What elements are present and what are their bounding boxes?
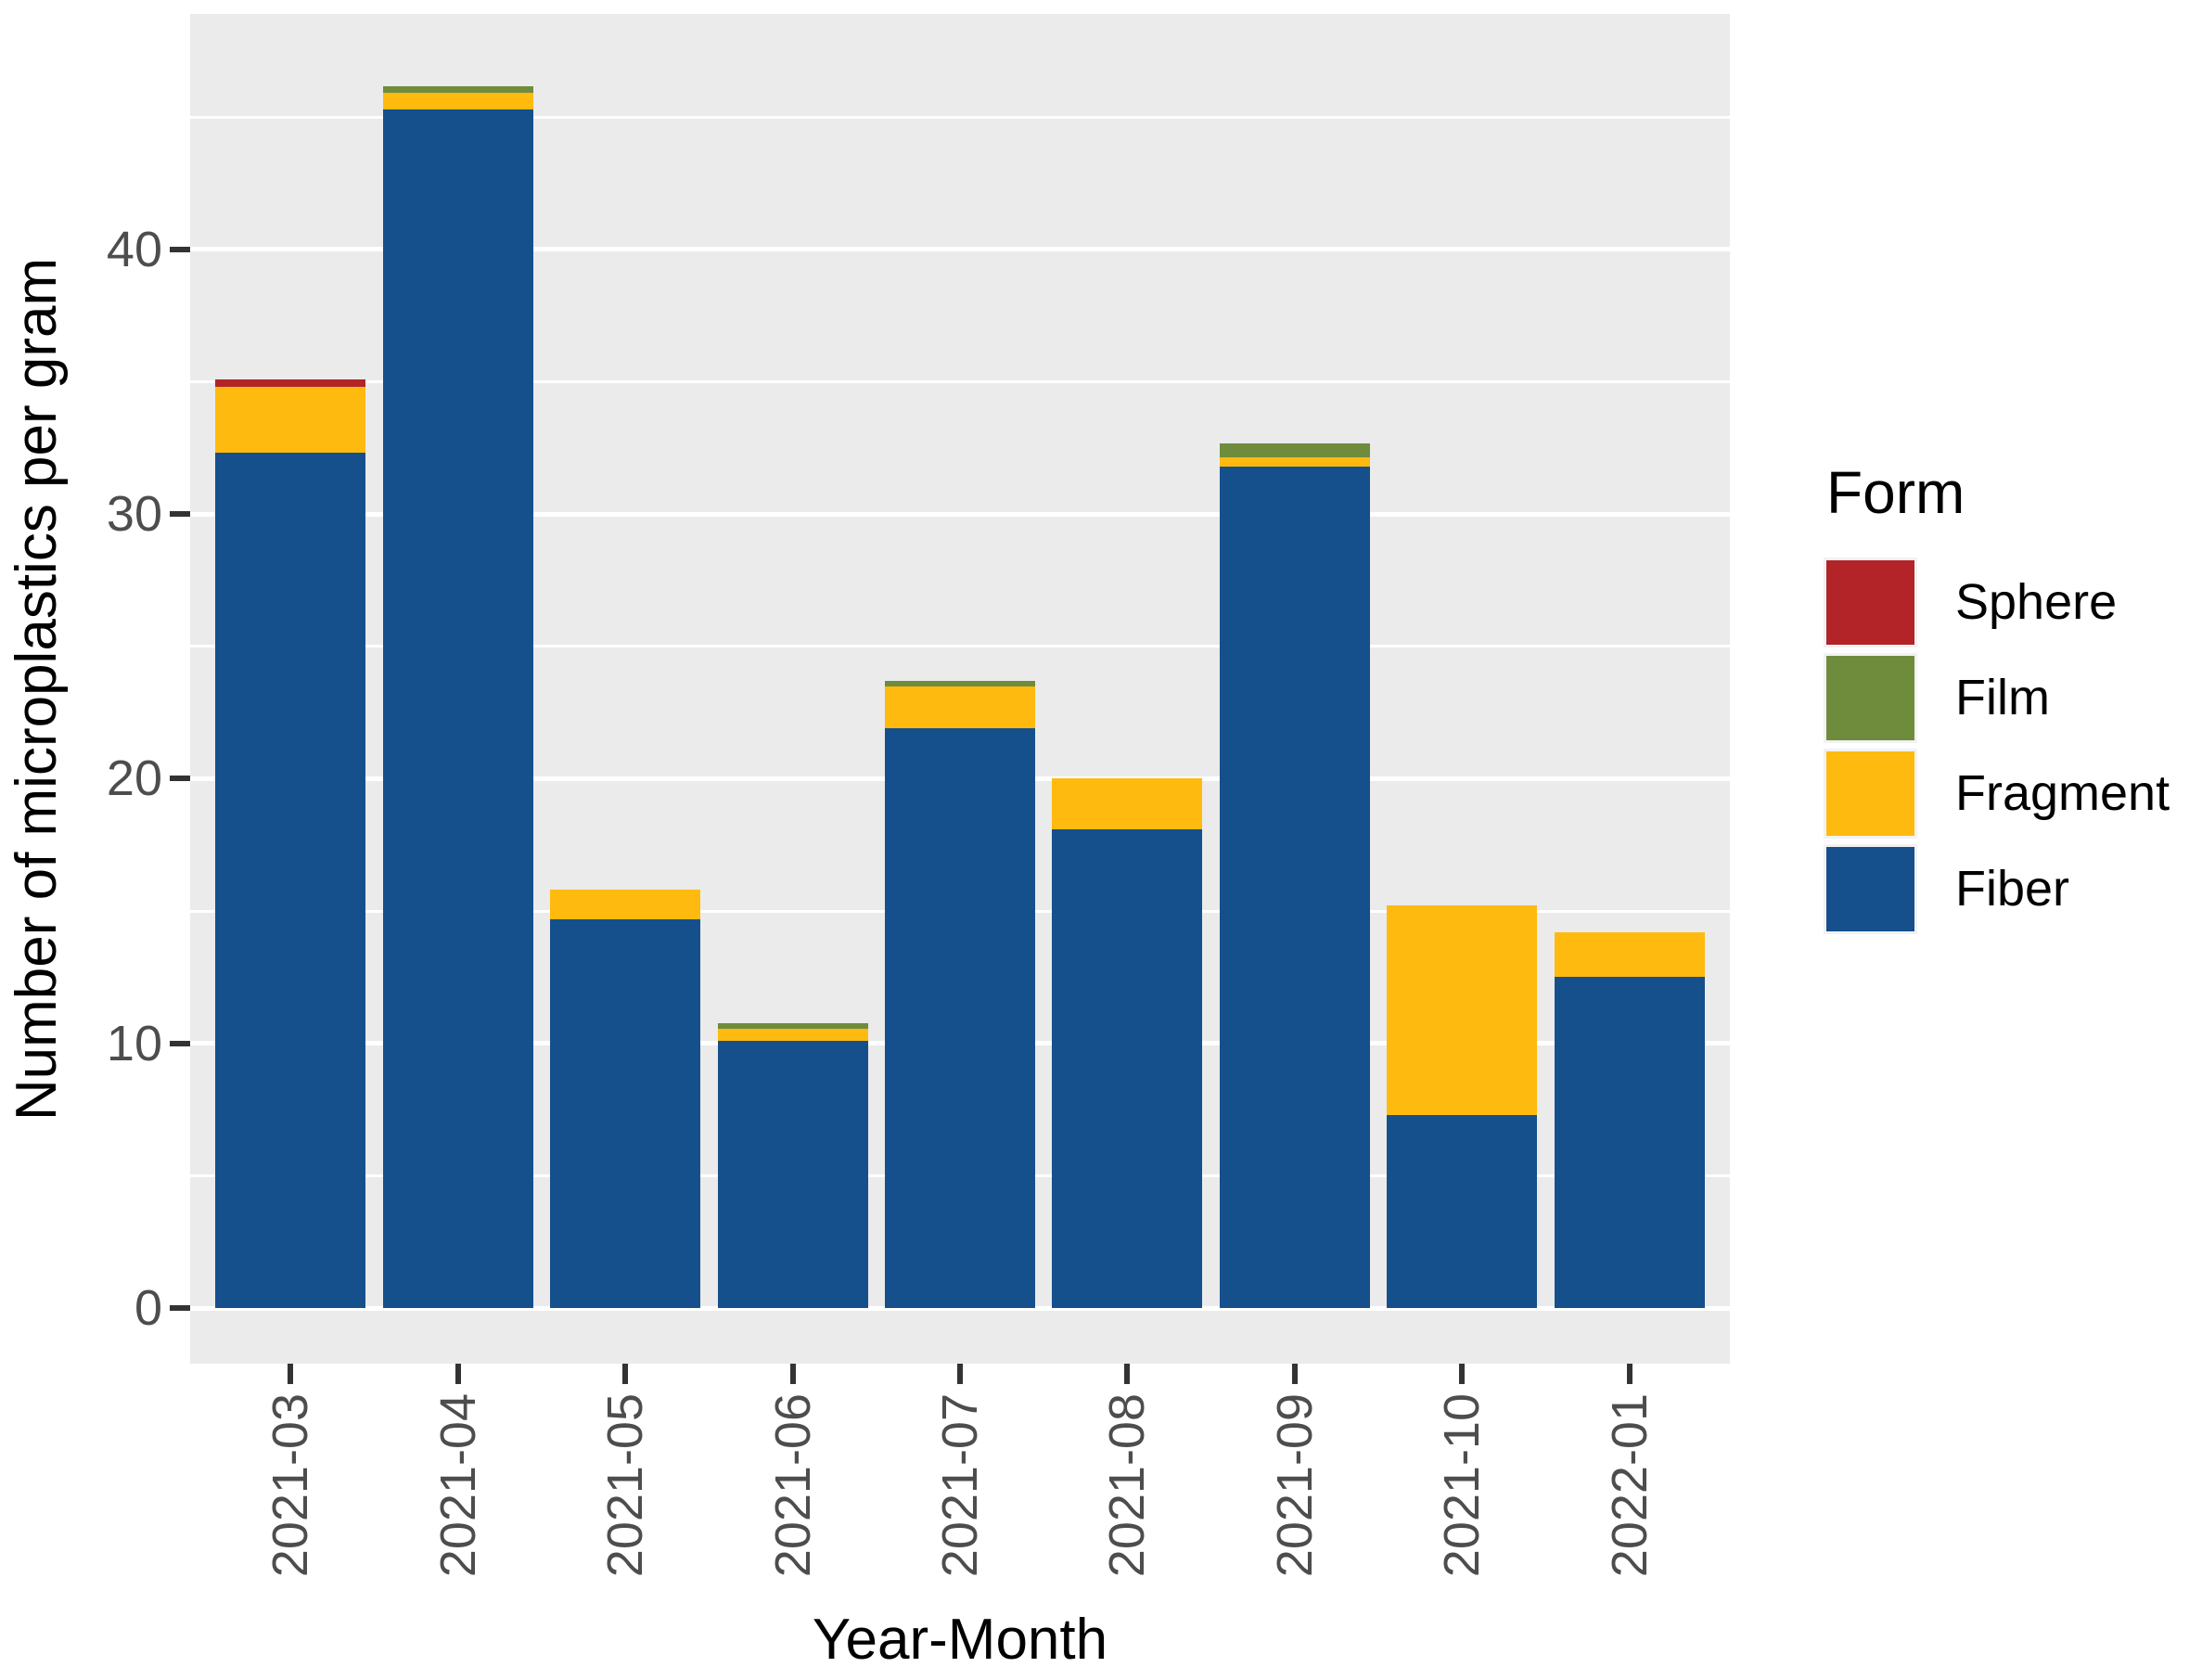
bar-segment-fragment-2021-04 bbox=[383, 93, 533, 109]
bar-segment-fiber-2021-04 bbox=[383, 109, 533, 1308]
y-tick-label: 10 bbox=[106, 1015, 162, 1071]
x-tick-mark bbox=[1459, 1364, 1466, 1384]
bar-segment-fragment-2021-08 bbox=[1052, 778, 1202, 829]
y-tick-mark bbox=[170, 246, 190, 252]
x-tick-label: 2021-07 bbox=[932, 1393, 988, 1578]
minor-gridline bbox=[190, 379, 1730, 383]
minor-gridline bbox=[190, 115, 1730, 119]
x-tick-mark bbox=[1124, 1364, 1131, 1384]
y-tick-mark bbox=[170, 776, 190, 782]
x-tick-mark bbox=[454, 1364, 461, 1384]
bar-segment-film-2021-09 bbox=[1220, 443, 1370, 457]
legend-swatch-fiber bbox=[1824, 844, 1917, 934]
legend-label-film: Film bbox=[1955, 670, 2050, 725]
bar-segment-fiber-2021-06 bbox=[718, 1040, 868, 1308]
x-tick-label: 2021-09 bbox=[1266, 1393, 1323, 1578]
legend-swatch-sphere bbox=[1824, 558, 1917, 648]
bar-segment-sphere-2021-03 bbox=[215, 378, 365, 388]
legend-title: Form bbox=[1826, 459, 1965, 526]
y-tick-mark bbox=[170, 511, 190, 518]
major-gridline bbox=[190, 511, 1730, 517]
bar-segment-fragment-2022-01 bbox=[1555, 931, 1705, 978]
y-tick-label: 40 bbox=[106, 221, 162, 277]
bar-segment-fragment-2021-06 bbox=[718, 1029, 868, 1041]
legend-swatch-film bbox=[1824, 653, 1917, 743]
bar-segment-fragment-2021-09 bbox=[1220, 456, 1370, 467]
y-tick-mark bbox=[170, 1040, 190, 1046]
legend-swatch-fragment bbox=[1824, 749, 1917, 839]
bar-segment-fiber-2021-07 bbox=[885, 728, 1035, 1308]
x-tick-mark bbox=[789, 1364, 796, 1384]
y-tick-label: 0 bbox=[134, 1280, 162, 1336]
x-tick-mark bbox=[957, 1364, 963, 1384]
legend-label-fiber: Fiber bbox=[1955, 861, 2070, 917]
major-gridline bbox=[190, 1305, 1730, 1311]
x-tick-label: 2021-10 bbox=[1434, 1393, 1491, 1578]
legend-label-sphere: Sphere bbox=[1955, 574, 2118, 630]
x-tick-mark bbox=[1626, 1364, 1632, 1384]
y-tick-label: 30 bbox=[106, 486, 162, 543]
bar-segment-fiber-2021-10 bbox=[1387, 1114, 1537, 1308]
legend-label-fragment: Fragment bbox=[1955, 765, 2170, 821]
x-tick-mark bbox=[288, 1364, 294, 1384]
y-tick-mark bbox=[170, 1305, 190, 1311]
y-tick-label: 20 bbox=[106, 750, 162, 807]
x-tick-label: 2021-05 bbox=[597, 1393, 654, 1578]
x-tick-label: 2022-01 bbox=[1601, 1393, 1658, 1578]
x-tick-label: 2021-04 bbox=[429, 1393, 486, 1578]
bar-segment-film-2021-07 bbox=[885, 680, 1035, 686]
y-axis-title: Number of microplastics per gram bbox=[5, 257, 69, 1121]
bar-segment-fiber-2021-08 bbox=[1052, 828, 1202, 1308]
x-axis-title: Year-Month bbox=[812, 1608, 1108, 1672]
bar-segment-fiber-2021-05 bbox=[550, 918, 700, 1308]
major-gridline bbox=[190, 247, 1730, 252]
x-tick-mark bbox=[622, 1364, 629, 1384]
x-tick-mark bbox=[1291, 1364, 1298, 1384]
bar-segment-fragment-2021-05 bbox=[550, 890, 700, 919]
x-tick-label: 2021-03 bbox=[262, 1393, 319, 1578]
bar-segment-fiber-2021-09 bbox=[1220, 466, 1370, 1308]
minor-gridline bbox=[190, 645, 1730, 648]
bar-segment-film-2021-04 bbox=[383, 86, 533, 94]
x-tick-label: 2021-06 bbox=[764, 1393, 821, 1578]
bar-segment-fragment-2021-10 bbox=[1387, 905, 1537, 1115]
bar-segment-fiber-2021-03 bbox=[215, 453, 365, 1308]
x-tick-label: 2021-08 bbox=[1099, 1393, 1156, 1578]
bar-segment-fragment-2021-07 bbox=[885, 686, 1035, 729]
bar-segment-fragment-2021-03 bbox=[215, 387, 365, 454]
bar-segment-film-2021-06 bbox=[718, 1023, 868, 1029]
bar-segment-fiber-2022-01 bbox=[1555, 977, 1705, 1308]
